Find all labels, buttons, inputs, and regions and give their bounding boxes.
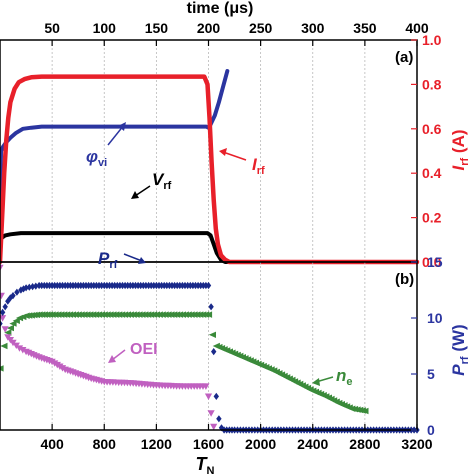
bottom-tick-label: 2400 bbox=[297, 436, 328, 452]
data-marker bbox=[5, 297, 11, 305]
oei-arrowhead bbox=[108, 355, 116, 363]
data-marker bbox=[202, 383, 210, 390]
data-marker bbox=[0, 315, 7, 322]
data-marker bbox=[0, 308, 6, 316]
data-marker bbox=[2, 303, 8, 311]
data-marker bbox=[33, 282, 39, 290]
bottom-tick-label: 400 bbox=[40, 436, 64, 452]
panel-b-grid bbox=[51, 262, 366, 430]
ne-arrowhead bbox=[312, 378, 320, 386]
oei-label: OEI bbox=[130, 341, 158, 358]
panel-a-right-axis-title: Irf (A) bbox=[449, 129, 471, 170]
bottom-axis-ticks: 400 800 1200 1600 2000 2400 2800 3200 bbox=[40, 424, 433, 452]
data-marker bbox=[210, 423, 218, 431]
panel-a-series bbox=[0, 69, 420, 265]
irf-arrow bbox=[222, 151, 247, 161]
right-tick-label: 0.8 bbox=[422, 76, 442, 92]
panel-a: 50 100 150 200 250 300 350 400 0.0 0.2 0.4 0.6 0.8 1… bbox=[0, 20, 471, 270]
phi-vi-arrowhead bbox=[118, 122, 126, 131]
data-marker bbox=[213, 392, 219, 400]
panel-b-series bbox=[0, 264, 420, 434]
series-prf bbox=[0, 281, 420, 434]
data-marker bbox=[0, 365, 4, 372]
data-marker bbox=[0, 264, 4, 272]
data-marker bbox=[9, 320, 17, 327]
top-tick-label: 150 bbox=[145, 20, 169, 36]
data-marker bbox=[29, 283, 36, 291]
top-tick-label: 200 bbox=[197, 20, 221, 36]
panel-b-right-axis-title: Prf (W) bbox=[449, 324, 471, 375]
bottom-tick-label: 1200 bbox=[141, 436, 172, 452]
phi-vi-label: φvi bbox=[86, 147, 107, 169]
top-tick-label: 100 bbox=[93, 20, 117, 36]
data-marker bbox=[361, 407, 369, 415]
right-tick-label: 0.2 bbox=[422, 210, 442, 226]
panel-b-label: (b) bbox=[395, 271, 414, 288]
bottom-tick-label: 2000 bbox=[245, 436, 276, 452]
data-marker bbox=[10, 292, 16, 300]
right-tick-label: 15 bbox=[427, 254, 443, 270]
series-line-irf bbox=[0, 74, 420, 265]
bottom-tick-label: 1600 bbox=[193, 436, 224, 452]
irf-label: Irf bbox=[252, 155, 265, 177]
right-tick-label: 0 bbox=[427, 422, 435, 438]
top-tick-label: 50 bbox=[44, 20, 60, 36]
data-marker bbox=[205, 281, 212, 290]
vrf-label: Vrf bbox=[152, 170, 172, 192]
data-marker bbox=[20, 285, 27, 293]
bottom-tick-label: 800 bbox=[93, 436, 117, 452]
data-marker bbox=[204, 311, 213, 318]
right-tick-label: 10 bbox=[427, 310, 443, 326]
data-marker bbox=[4, 329, 12, 336]
top-axis-ticks: 50 100 150 200 250 300 350 400 bbox=[44, 20, 429, 46]
data-marker bbox=[12, 317, 20, 324]
bottom-axis-title: TN bbox=[196, 454, 215, 474]
panel-b-right-ticks: 0 5 10 15 bbox=[411, 254, 443, 438]
data-marker bbox=[211, 348, 217, 356]
data-marker bbox=[208, 303, 214, 311]
data-marker bbox=[218, 424, 225, 432]
oei-arrow bbox=[111, 349, 126, 361]
data-marker bbox=[204, 393, 213, 400]
right-tick-label: 5 bbox=[427, 366, 435, 382]
data-marker bbox=[208, 331, 216, 338]
prf-label: Prf bbox=[98, 249, 118, 271]
data-marker bbox=[0, 342, 8, 350]
data-marker bbox=[216, 415, 222, 423]
bottom-tick-label: 2800 bbox=[349, 436, 380, 452]
data-marker bbox=[23, 284, 29, 292]
top-axis-title: time (μs) bbox=[187, 0, 254, 17]
bottom-tick-label: 3200 bbox=[401, 436, 432, 452]
panel-a-label: (a) bbox=[395, 49, 413, 66]
data-marker bbox=[6, 324, 14, 332]
right-tick-label: 1.0 bbox=[422, 32, 442, 48]
top-tick-label: 250 bbox=[249, 20, 273, 36]
data-marker bbox=[207, 410, 215, 417]
right-tick-label: 0.4 bbox=[422, 165, 442, 181]
data-marker bbox=[0, 292, 5, 300]
panel-a-right-ticks: 0.0 0.2 0.4 0.6 0.8 1.0 bbox=[411, 32, 442, 270]
data-marker bbox=[19, 347, 27, 354]
top-tick-label: 400 bbox=[405, 20, 429, 36]
data-marker bbox=[26, 283, 32, 291]
vrf-arrow bbox=[134, 185, 151, 197]
prf-arrow bbox=[123, 253, 143, 262]
data-marker bbox=[14, 288, 20, 296]
prf-arrowhead bbox=[138, 257, 146, 264]
vrf-arrowhead bbox=[131, 191, 139, 199]
data-marker bbox=[1, 326, 9, 333]
series-line-vrf bbox=[0, 231, 419, 264]
irf-arrowhead bbox=[219, 148, 227, 156]
panel-b: 400 800 1200 1600 2000 2400 2800 3200 0 5 10 15 (b… bbox=[0, 249, 471, 474]
right-tick-label: 0.6 bbox=[422, 121, 442, 137]
series-ne bbox=[0, 311, 369, 415]
ne-label: ne bbox=[336, 366, 353, 388]
top-tick-label: 300 bbox=[301, 20, 325, 36]
series-oei bbox=[0, 264, 218, 431]
top-tick-label: 350 bbox=[353, 20, 377, 36]
right-tick-label: 0.0 bbox=[422, 254, 442, 270]
